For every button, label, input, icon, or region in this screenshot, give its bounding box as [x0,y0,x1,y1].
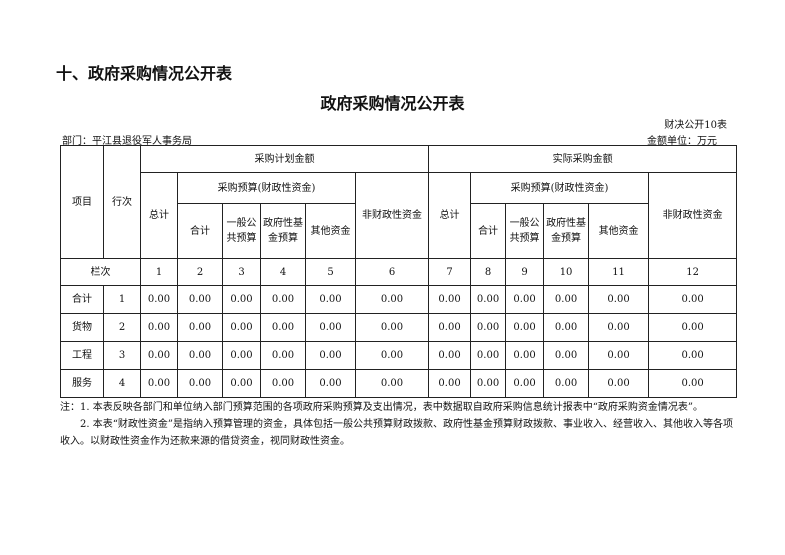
cell-value: 0.00 [428,313,472,342]
col-number: 11 [588,258,650,286]
section-title: 十、政府采购情况公开表 [56,64,233,83]
row-name: 服务 [60,369,104,398]
header-nonfiscal: 非财政性资金 [354,172,430,259]
cell-value: 0.00 [470,341,507,370]
table-row: 货物 2 0.00 0.00 0.00 0.00 0.00 0.00 0.00 0.00 0.00 0… [60,313,738,342]
header-subtotal: 合计 [177,203,223,259]
cell-value: 0.00 [470,285,507,314]
row-name: 工程 [60,341,104,370]
row-number: 4 [103,369,141,398]
header-plan: 采购计划金额 [139,145,430,173]
col-number: 2 [177,258,223,286]
header-general: 一般公共预算 [222,203,261,259]
cell-value: 0.00 [505,285,545,314]
page-title: 政府采购情况公开表 [320,94,465,113]
cell-value: 0.00 [354,369,430,398]
col-number: 6 [354,258,430,286]
col-number: 1 [140,258,178,286]
cell-value: 0.00 [140,285,178,314]
cell-value: 0.00 [260,285,306,314]
cell-value: 0.00 [305,369,356,398]
cell-value: 0.00 [305,313,356,342]
cell-value: 0.00 [260,369,306,398]
cell-value: 0.00 [470,313,507,342]
department: 部门：平江县退役军人事务局 [62,136,192,147]
cell-value: 0.00 [648,341,738,370]
cell-value: 0.00 [260,313,306,342]
cell-value: 0.00 [588,341,650,370]
cell-value: 0.00 [222,341,261,370]
cell-value: 0.00 [305,341,356,370]
table-row: 服务 4 0.00 0.00 0.00 0.00 0.00 0.00 0.00 0.00 0.00 0… [60,369,738,398]
table-number: 财决公开10表 [664,120,727,131]
col-number: 7 [428,258,472,286]
col-number: 4 [260,258,306,286]
cell-value: 0.00 [177,313,223,342]
col-number: 12 [648,258,738,286]
header-budget: 采购预算(财政性资金) [177,172,356,204]
header-item: 项目 [60,145,104,259]
header-nonfiscal: 非财政性资金 [648,172,738,259]
col-number: 3 [222,258,261,286]
procurement-table: 项目 行次 采购计划金额 实际采购金额 总计 采购预算(财政性资金) 非财政性资… [60,145,738,398]
cell-value: 0.00 [260,341,306,370]
cell-value: 0.00 [648,369,738,398]
table-row: 工程 3 0.00 0.00 0.00 0.00 0.00 0.00 0.00 0.00 0.00 0… [60,341,738,370]
header-total: 总计 [140,172,178,259]
cell-value: 0.00 [505,341,545,370]
cell-value: 0.00 [354,313,430,342]
cell-value: 0.00 [588,369,650,398]
header-other: 其他资金 [305,203,356,259]
cell-value: 0.00 [177,285,223,314]
cell-value: 0.00 [428,369,472,398]
cell-value: 0.00 [543,341,590,370]
table-row: 合计 1 0.00 0.00 0.00 0.00 0.00 0.00 0.00 0.00 0.00 0… [60,285,738,314]
row-name: 合计 [60,285,104,314]
col-label: 栏次 [60,258,141,286]
header-general: 一般公共预算 [505,203,545,259]
cell-value: 0.00 [222,285,261,314]
cell-value: 0.00 [177,341,223,370]
cell-value: 0.00 [543,285,590,314]
header-row-no: 行次 [103,145,141,259]
note-2: 2. 本表“财政性资金”是指纳入预算管理的资金，具体包括一般公共预算财政拨款、政… [60,419,733,447]
header-fund: 政府性基金预算 [260,203,306,259]
cell-value: 0.00 [543,313,590,342]
cell-value: 0.00 [428,341,472,370]
cell-value: 0.00 [648,313,738,342]
header-other: 其他资金 [588,203,650,259]
cell-value: 0.00 [505,369,545,398]
cell-value: 0.00 [305,285,356,314]
header-fund: 政府性基金预算 [543,203,590,259]
unit: 金额单位：万元 [647,136,717,147]
cell-value: 0.00 [222,313,261,342]
cell-value: 0.00 [428,285,472,314]
cell-value: 0.00 [543,369,590,398]
note-1: 注：1. 本表反映各部门和单位纳入部门预算范围的各项政府采购预算及支出情况，表中… [60,402,703,413]
cell-value: 0.00 [222,369,261,398]
header-budget: 采购预算(财政性资金) [470,172,650,204]
cell-value: 0.00 [588,313,650,342]
header-total: 总计 [428,172,472,259]
cell-value: 0.00 [354,341,430,370]
cell-value: 0.00 [177,369,223,398]
header-actual: 实际采购金额 [428,145,738,173]
cell-value: 0.00 [140,369,178,398]
cell-value: 0.00 [648,285,738,314]
header-subtotal: 合计 [470,203,507,259]
col-number: 10 [543,258,590,286]
row-number: 3 [103,341,141,370]
cell-value: 0.00 [140,341,178,370]
cell-value: 0.00 [588,285,650,314]
row-name: 货物 [60,313,104,342]
col-number: 8 [470,258,507,286]
row-number: 1 [103,285,141,314]
cell-value: 0.00 [505,313,545,342]
cell-value: 0.00 [354,285,430,314]
row-number: 2 [103,313,141,342]
col-number: 9 [505,258,545,286]
cell-value: 0.00 [140,313,178,342]
col-number: 5 [305,258,356,286]
cell-value: 0.00 [470,369,507,398]
